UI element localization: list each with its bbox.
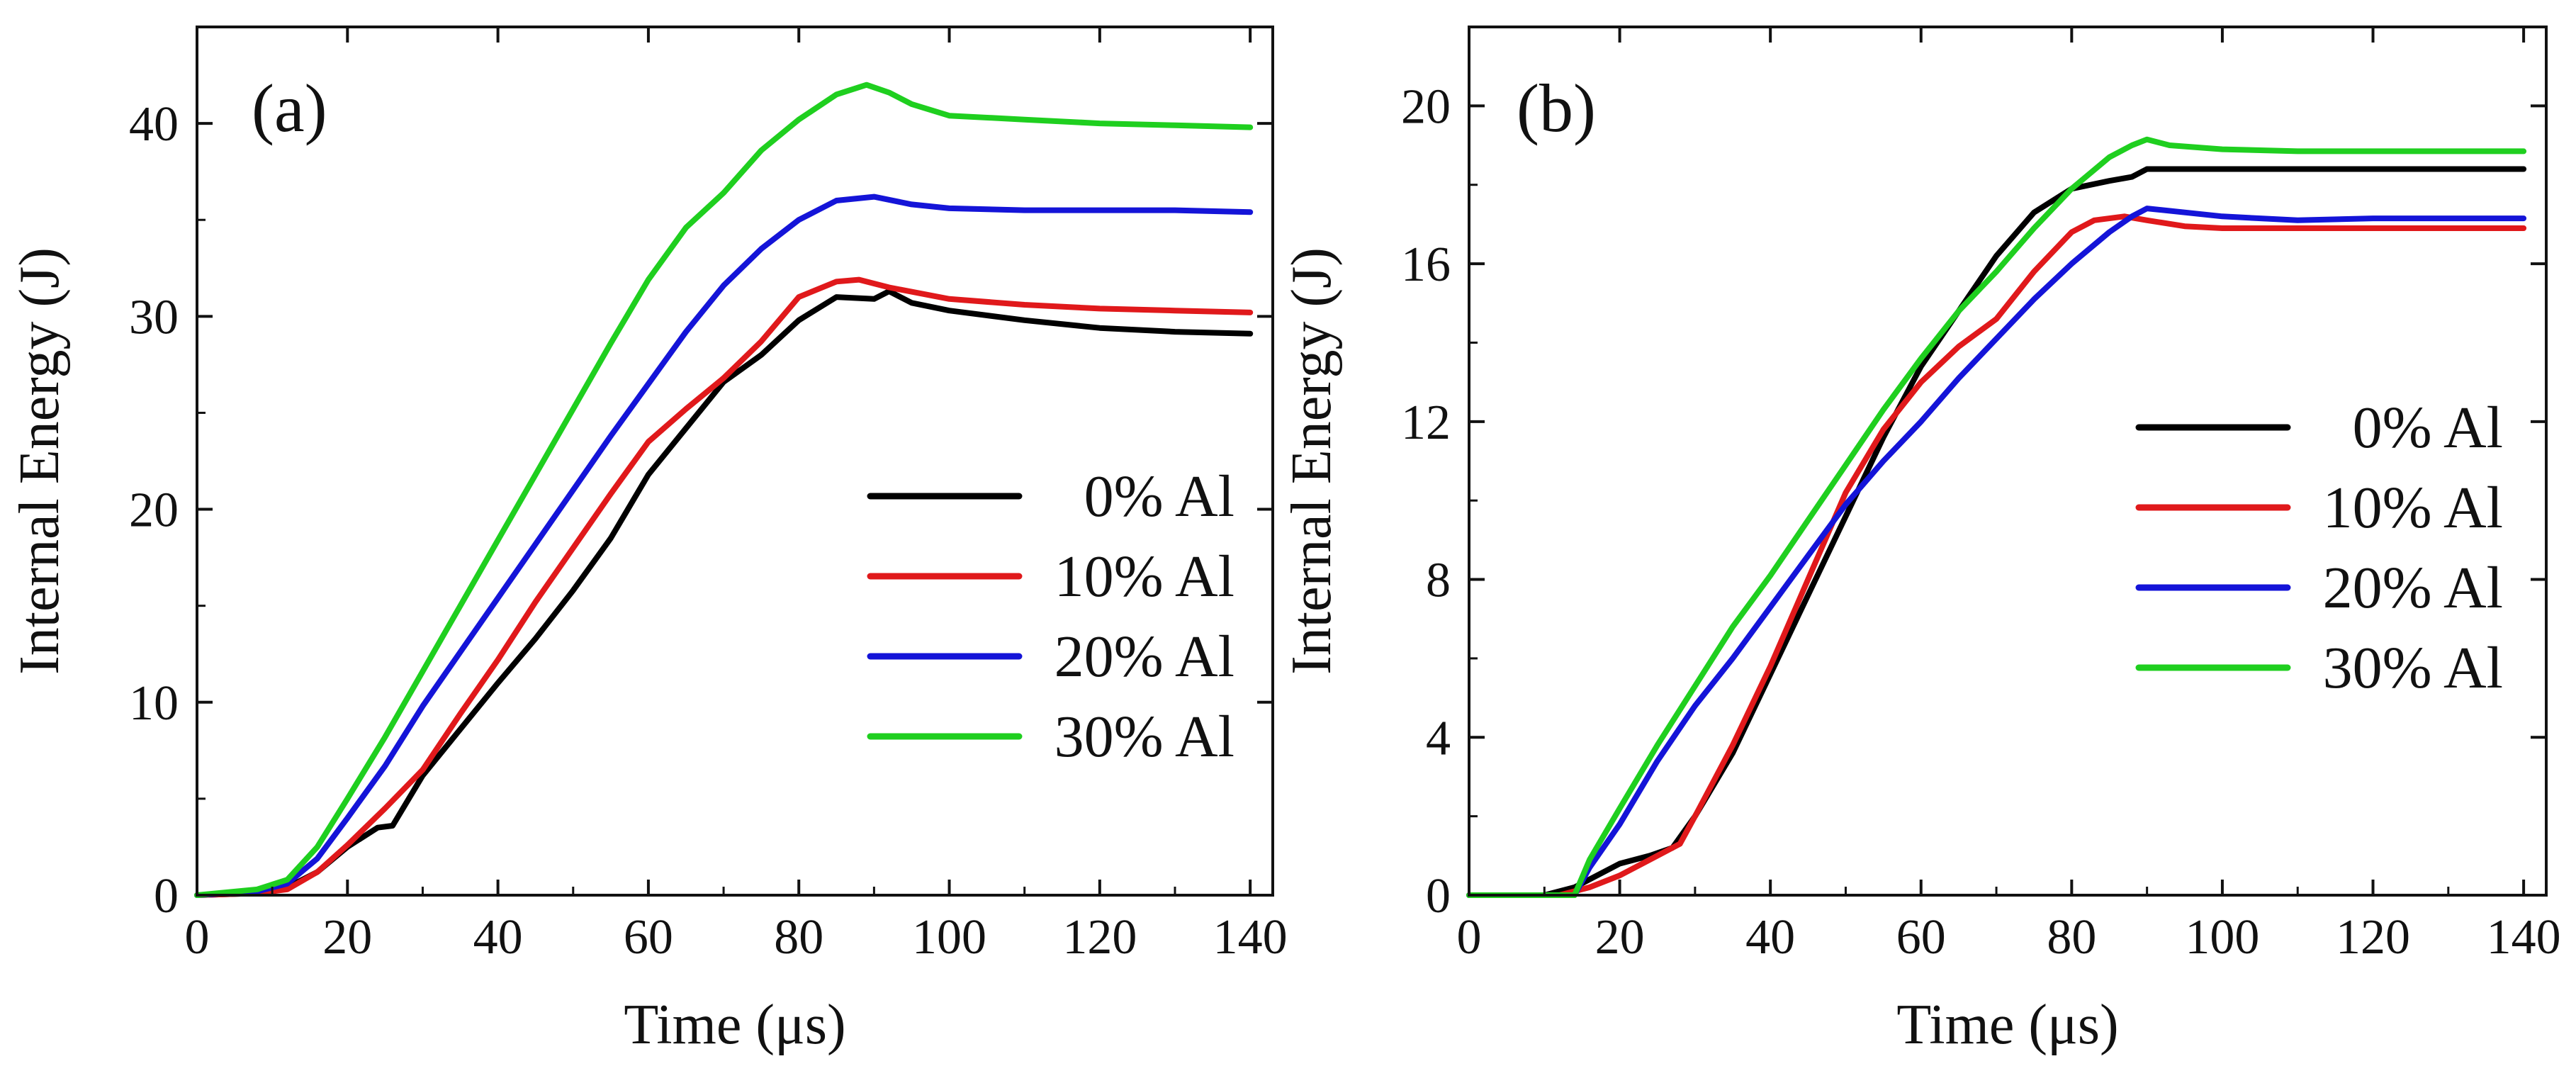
x-tick-label: 120 xyxy=(2336,910,2410,965)
series-line-3 xyxy=(1466,206,2527,898)
panel-label: (b) xyxy=(1517,70,1596,146)
x-tick-label: 120 xyxy=(1062,910,1137,965)
legend-label-1: 0% Al xyxy=(2353,395,2503,461)
y-tick-label: 20 xyxy=(129,483,179,538)
y-axis-title: Internal Energy (J) xyxy=(1281,247,1343,675)
y-tick-label: 0 xyxy=(1426,869,1451,924)
x-tick-label: 100 xyxy=(2185,910,2259,965)
x-tick-label: 40 xyxy=(473,910,523,965)
legend: 0% Al 10% Al 20% Al 30% Al xyxy=(867,464,1234,770)
y-tick-label: 30 xyxy=(129,290,179,344)
legend-label-4: 30% Al xyxy=(1054,704,1234,770)
x-tick-label: 20 xyxy=(1595,910,1645,965)
legend-label-2: 10% Al xyxy=(2323,475,2503,541)
x-tick-label: 20 xyxy=(322,910,372,965)
x-tick-label: 0 xyxy=(185,910,210,965)
series-line-2 xyxy=(194,276,1254,898)
x-tick-label: 0 xyxy=(1457,910,1482,965)
y-tick-label: 20 xyxy=(1401,79,1451,134)
x-tick-label: 140 xyxy=(1213,910,1288,965)
panel-label: (a) xyxy=(252,70,327,146)
series-line-1 xyxy=(194,288,1254,898)
series-line-2 xyxy=(1466,213,2527,898)
x-tick-label: 40 xyxy=(1745,910,1795,965)
y-tick-label: 0 xyxy=(154,869,179,924)
chart-panel-b: 0 20 40 60 80 100 120 140 0 4 8 12 16 20 Time (μs) Inte… xyxy=(1281,26,2561,1056)
legend-label-2: 10% Al xyxy=(1054,544,1234,610)
chart-panel-a: 0 20 40 60 80 100 120 140 0 10 20 30 40 Time (μs) Inte… xyxy=(9,26,1288,1056)
x-tick-label: 80 xyxy=(2047,910,2096,965)
x-tick-label: 100 xyxy=(912,910,986,965)
y-tick-label: 16 xyxy=(1401,237,1451,292)
y-tick-label: 8 xyxy=(1426,554,1451,608)
series-line-4 xyxy=(194,82,1254,898)
x-axis-title: Time (μs) xyxy=(624,994,845,1056)
series-line-3 xyxy=(194,193,1254,898)
x-tick-label: 140 xyxy=(2487,910,2561,965)
y-tick-label: 10 xyxy=(129,676,179,731)
plot-frame xyxy=(1468,26,2548,897)
y-tick-label: 4 xyxy=(1426,711,1451,765)
legend-label-3: 20% Al xyxy=(2323,555,2503,621)
series-line-4 xyxy=(1466,136,2527,898)
series-line-1 xyxy=(1466,166,2527,898)
legend: 0% Al 10% Al 20% Al 30% Al xyxy=(2135,395,2503,701)
x-tick-label: 60 xyxy=(1896,910,1946,965)
y-tick-label: 12 xyxy=(1401,395,1451,450)
legend-label-1: 0% Al xyxy=(1084,464,1234,529)
x-tick-label: 60 xyxy=(624,910,673,965)
legend-label-4: 30% Al xyxy=(2323,635,2503,701)
x-tick-label: 80 xyxy=(774,910,823,965)
y-axis-title: Internal Energy (J) xyxy=(9,247,71,675)
x-axis-title: Time (μs) xyxy=(1896,994,2118,1056)
y-tick-label: 40 xyxy=(129,97,179,152)
plot-frame xyxy=(196,26,1274,897)
legend-label-3: 20% Al xyxy=(1054,624,1234,690)
